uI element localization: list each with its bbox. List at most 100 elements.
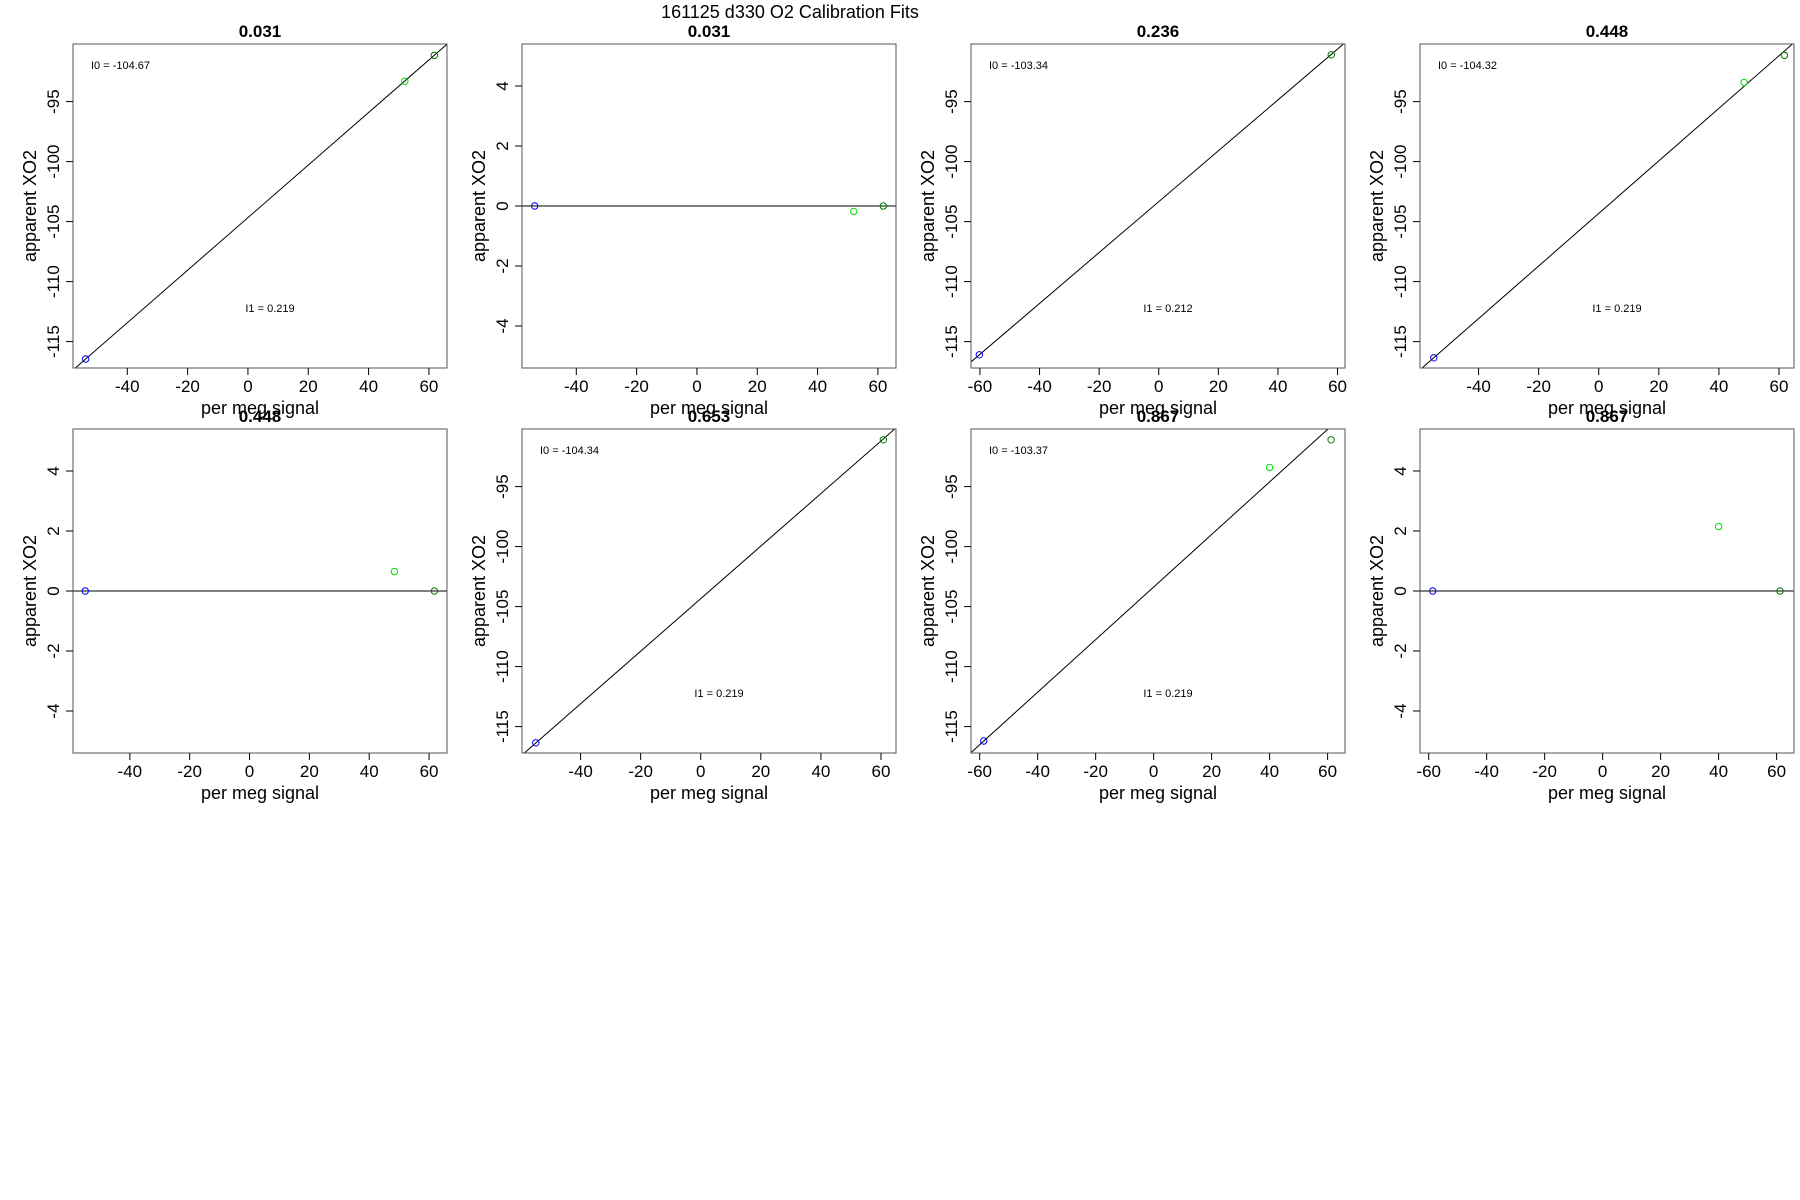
y-axis-label: apparent XO2 <box>20 150 40 262</box>
x-tick-label: 60 <box>419 377 438 396</box>
x-tick-label: -60 <box>1416 762 1441 781</box>
y-tick-label: 2 <box>1391 526 1410 535</box>
figure-title: 161125 d330 O2 Calibration Fits <box>661 2 919 22</box>
data-point-green-dark <box>1327 436 1335 444</box>
panel-7: 0.867 -60 -40 -20 0 20 40 60 -95 -100 -105 -110 -115… <box>918 407 1346 803</box>
data-point-green-dark <box>1327 51 1335 59</box>
intercept-annotation: I0 = -103.34 <box>989 60 1048 72</box>
x-tick-label: 60 <box>868 377 887 396</box>
panel-title: 0.653 <box>688 407 731 426</box>
y-tick-label: -115 <box>942 325 961 358</box>
y-tick-label: 2 <box>44 526 63 535</box>
x-axis-label: per meg signal <box>650 398 768 418</box>
fit-line <box>1421 44 1794 368</box>
data-point-blue <box>532 739 540 747</box>
panel-1: 0.031 -40 -20 0 20 40 60 -95 -100 -105 -110 -115 per… <box>20 22 448 418</box>
slope-annotation: I1 = 0.212 <box>1143 303 1192 315</box>
x-tick-label: -60 <box>967 762 992 781</box>
panel-title: 0.448 <box>239 407 282 426</box>
x-tick-label: 40 <box>359 377 378 396</box>
y-tick-label: -115 <box>1391 325 1410 358</box>
x-tick-label: 40 <box>1268 377 1287 396</box>
fit-line <box>74 44 447 368</box>
y-axis-label: apparent XO2 <box>469 150 489 262</box>
x-tick-label: 60 <box>1770 377 1789 396</box>
panel-title: 0.236 <box>1137 22 1180 41</box>
plot-frame <box>1419 43 1795 369</box>
y-tick-label: -2 <box>1391 643 1410 658</box>
x-tick-label: 20 <box>748 377 767 396</box>
y-tick-label: 0 <box>44 586 63 595</box>
x-tick-label: 60 <box>872 762 891 781</box>
y-tick-label: -105 <box>942 590 961 624</box>
panel-grid: 0.031-40 -20 0 20 40 60-95-100-105-110-115per… <box>20 22 1795 803</box>
y-tick-label: 4 <box>1391 466 1410 475</box>
x-tick-label: -40 <box>1474 762 1499 781</box>
intercept-annotation: I0 = -104.32 <box>1438 60 1497 72</box>
y-tick-label: -95 <box>44 89 63 114</box>
fit-line <box>523 429 896 753</box>
x-tick-label: -20 <box>1087 377 1112 396</box>
y-tick-label: 4 <box>493 81 512 90</box>
x-axis-label: per meg signal <box>1099 398 1217 418</box>
y-tick-label: -105 <box>44 205 63 239</box>
x-tick-label: -40 <box>1025 762 1050 781</box>
x-axis-label: per meg signal <box>201 398 319 418</box>
y-tick-label: 2 <box>493 141 512 150</box>
x-tick-label: 60 <box>1318 762 1337 781</box>
x-tick-label: 0 <box>696 762 705 781</box>
panel-6: 0.653 -40 -20 0 20 40 60 -95 -100 -105 -110 -115 per… <box>469 407 897 803</box>
data-point-blue <box>975 351 984 359</box>
x-tick-label: 40 <box>808 377 827 396</box>
y-axis-label: apparent XO2 <box>918 150 938 262</box>
x-tick-label: 40 <box>1709 377 1728 396</box>
fit-line <box>971 429 1329 753</box>
x-tick-label: 40 <box>1260 762 1279 781</box>
y-tick-label: -100 <box>493 530 512 564</box>
plot-frame <box>970 428 1346 754</box>
y-tick-label: -95 <box>1391 89 1410 114</box>
plot-frame <box>72 43 448 369</box>
panel-3: 0.236 -60 -40 -20 0 20 40 60 -95 -100 -105 -110 -115… <box>918 22 1347 418</box>
y-tick-label: -105 <box>493 590 512 624</box>
x-tick-label: 40 <box>1709 762 1728 781</box>
x-tick-label: 60 <box>1767 762 1786 781</box>
y-tick-label: -95 <box>942 89 961 114</box>
data-point-green-light <box>401 77 409 85</box>
slope-annotation: I1 = 0.219 <box>1592 303 1641 315</box>
plot-frame <box>970 43 1346 369</box>
y-tick-label: -2 <box>493 258 512 273</box>
x-tick-label: 0 <box>245 762 254 781</box>
x-axis-label: per meg signal <box>1548 398 1666 418</box>
data-point-green-dark <box>1776 587 1784 595</box>
panel-title: 0.867 <box>1137 407 1180 426</box>
x-tick-label: 0 <box>1598 762 1607 781</box>
x-tick-label: -20 <box>628 762 653 781</box>
x-tick-label: -40 <box>564 377 589 396</box>
y-tick-label: 4 <box>44 466 63 475</box>
data-point-green-dark <box>879 202 888 210</box>
data-point-green-dark <box>1780 51 1789 60</box>
y-axis-label: apparent XO2 <box>469 535 489 647</box>
x-tick-label: 20 <box>300 762 319 781</box>
y-tick-label: -115 <box>44 325 63 358</box>
y-tick-label: -105 <box>942 205 961 239</box>
x-tick-label: -20 <box>177 762 202 781</box>
data-point-green-light <box>850 207 858 216</box>
data-point-blue <box>81 355 90 363</box>
x-tick-label: 0 <box>692 377 701 396</box>
intercept-annotation: I0 = -103.37 <box>989 445 1048 457</box>
x-axis-label: per meg signal <box>201 783 319 803</box>
panel-title: 0.031 <box>688 22 731 41</box>
x-tick-label: -40 <box>115 377 140 396</box>
slope-annotation: I1 = 0.219 <box>694 688 743 700</box>
data-point-blue <box>1429 587 1437 595</box>
data-point-green-dark <box>879 436 888 444</box>
y-tick-label: -110 <box>493 650 512 683</box>
y-tick-label: -115 <box>942 710 961 743</box>
y-axis-label: apparent XO2 <box>1367 535 1387 647</box>
data-point-green-light <box>1265 463 1274 472</box>
